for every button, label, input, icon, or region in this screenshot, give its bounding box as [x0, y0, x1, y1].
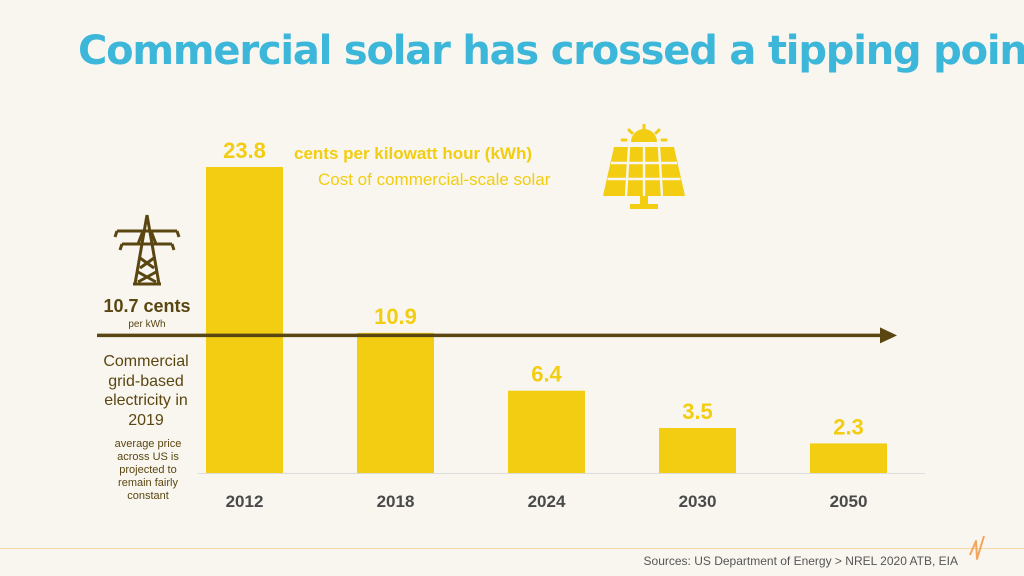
bar-2012	[206, 167, 283, 473]
data-label-2030: 3.5	[682, 399, 713, 424]
tick-label-2024: 2024	[528, 492, 566, 511]
page-title: Commercial solar has crossed a tipping p…	[78, 28, 1024, 74]
reference-line-arrowhead	[880, 327, 897, 344]
tick-label-2018: 2018	[377, 492, 415, 511]
footer-divider	[0, 548, 1024, 549]
tick-label-2050: 2050	[830, 492, 868, 511]
bars-group	[206, 167, 887, 473]
bar-2018	[357, 332, 434, 473]
tick-label-2012: 2012	[226, 492, 264, 511]
data-label-2018: 10.9	[374, 304, 417, 329]
data-label-2012: 23.8	[223, 138, 266, 163]
tick-label-2030: 2030	[679, 492, 717, 511]
reference-unit: per kWh	[128, 319, 166, 330]
sources-note: Sources: US Department of Energy > NREL …	[643, 554, 958, 568]
zigzag-logo-icon	[969, 535, 985, 560]
reference-value: 10.7 cents	[103, 296, 191, 316]
reference-note: average price across US is projected to …	[114, 438, 182, 502]
unit-label: cents per kilowatt hour (kWh)	[294, 144, 533, 163]
labels-group: 23.8 2012 10.9 2018 6.4 2024 3.5 2030 2.3 2050	[223, 138, 867, 511]
bar-2030	[659, 428, 736, 473]
bar-2050	[810, 443, 887, 473]
solar-panel-icon	[603, 124, 685, 209]
reference-label: Commercial grid-based electricity in 201…	[103, 353, 189, 429]
bar-2024	[508, 390, 585, 473]
data-label-2024: 6.4	[531, 362, 562, 387]
transmission-tower-icon	[113, 214, 181, 286]
data-label-2050: 2.3	[833, 414, 864, 439]
series-label: Cost of commercial-scale solar	[318, 170, 551, 189]
